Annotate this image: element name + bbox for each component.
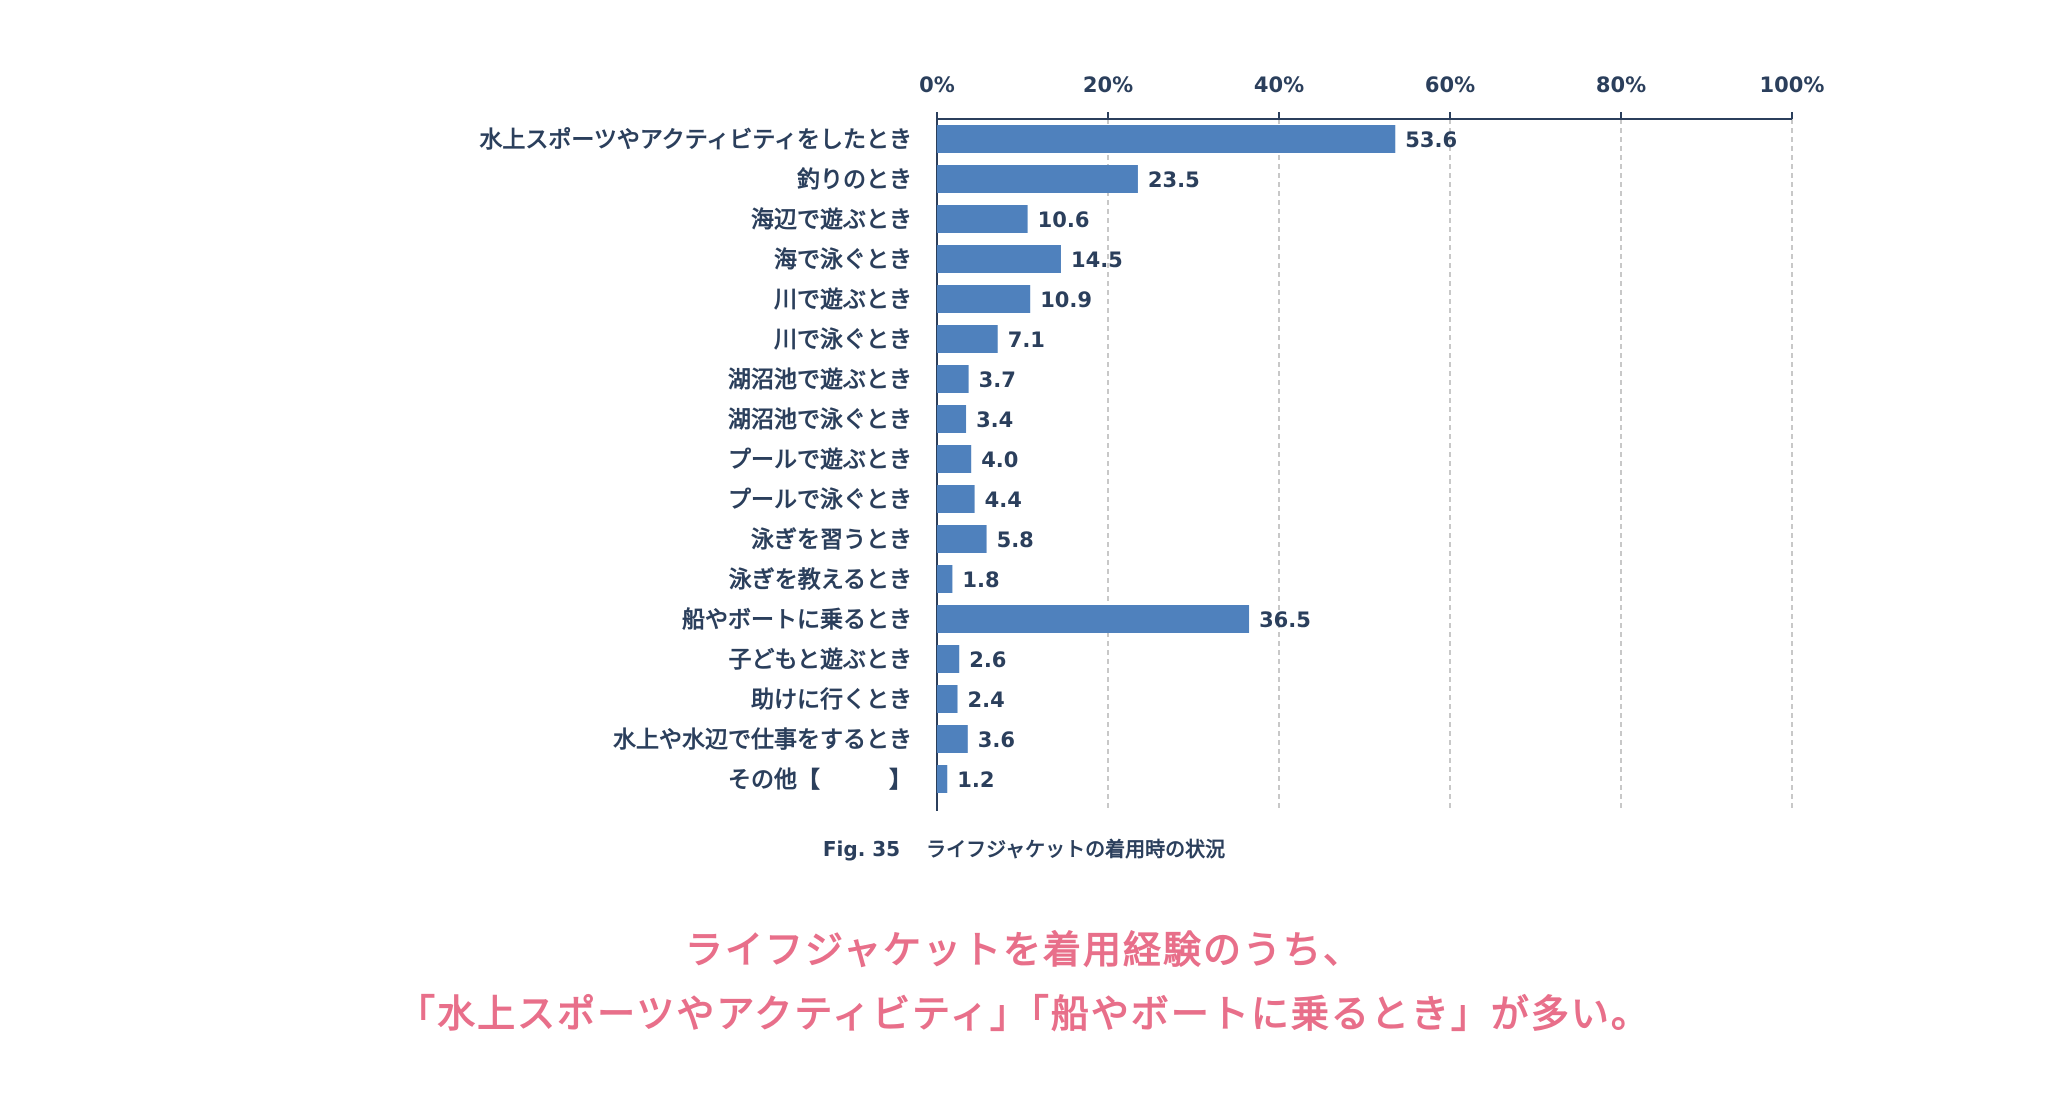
x-tick-label: 80%	[1596, 73, 1646, 97]
category-label: 子どもと遊ぶとき	[728, 646, 912, 673]
value-label: 2.6	[969, 648, 1006, 672]
bar	[937, 245, 1061, 273]
bar	[937, 325, 998, 353]
bars	[937, 125, 1396, 793]
value-label: 5.8	[997, 528, 1034, 552]
value-label: 1.2	[957, 768, 994, 792]
category-label: 湖沼池で遊ぶとき	[728, 366, 912, 393]
value-label: 3.7	[979, 368, 1016, 392]
value-label: 3.4	[976, 408, 1013, 432]
value-label: 10.6	[1038, 208, 1090, 232]
category-label: 助けに行くとき	[751, 686, 912, 713]
value-label: 4.0	[981, 448, 1018, 472]
category-label: 水上スポーツやアクティビティをしたとき	[479, 126, 912, 153]
grid-lines	[1107, 119, 1793, 811]
category-label: 川で遊ぶとき	[774, 286, 912, 313]
category-label: 海辺で遊ぶとき	[751, 206, 912, 233]
value-labels: 53.6 23.5 10.6 14.5 10.9 7.1 3.7 3.4 4.0 4.4 5.8 1.…	[957, 128, 1457, 792]
headline-line-1: ライフジャケットを着用経験のうち、	[684, 928, 1364, 972]
category-label: 湖沼池で泳ぐとき	[728, 407, 912, 433]
bar	[937, 765, 948, 793]
figure-caption: Fig. 35 ライフジャケットの着用時の状況	[0, 833, 2048, 862]
bar	[937, 685, 958, 713]
category-label: 釣りのとき	[797, 166, 912, 193]
bar	[937, 285, 1031, 313]
bar	[937, 485, 975, 513]
bar	[937, 405, 967, 433]
value-label: 3.6	[978, 728, 1015, 752]
bar	[937, 565, 953, 593]
category-labels: 水上スポーツやアクティビティをしたとき釣りのとき海辺で遊ぶとき海で泳ぐとき川で遊…	[479, 126, 912, 793]
value-label: 7.1	[1008, 328, 1045, 352]
category-label: 川で泳ぐとき	[774, 327, 912, 353]
value-label: 4.4	[985, 488, 1022, 512]
x-tick-label: 20%	[1083, 73, 1133, 97]
bar	[937, 525, 987, 553]
category-label: その他【 】	[728, 767, 912, 793]
category-label: 水上や水辺で仕事をするとき	[613, 726, 912, 753]
bar	[937, 445, 972, 473]
category-label: 海で泳ぐとき	[774, 246, 912, 273]
figure-title: ライフジャケットの着用時の状況	[926, 837, 1226, 861]
bar	[937, 205, 1028, 233]
bar-chart: 0% 20% 40% 60% 80% 100% 水上スポーツやアクティビティをしたとき釣り…	[479, 73, 1825, 811]
value-label: 10.9	[1040, 288, 1092, 312]
value-label: 23.5	[1148, 168, 1200, 192]
headline: ライフジャケットを着用経験のうち、 「水上スポーツやアクティビティ」「船やボート…	[0, 918, 2048, 1046]
value-label: 53.6	[1405, 128, 1457, 152]
bar	[937, 645, 960, 673]
value-label: 2.4	[968, 688, 1005, 712]
category-label: プールで遊ぶとき	[728, 446, 912, 473]
category-label: 泳ぎを習うとき	[751, 526, 912, 553]
bar	[937, 605, 1250, 633]
x-tick-label: 60%	[1425, 73, 1475, 97]
headline-line-2: 「水上スポーツやアクティビティ」「船やボートに乗るとき」が多い。	[397, 992, 1651, 1036]
value-label: 14.5	[1071, 248, 1123, 272]
x-tick-label: 100%	[1760, 73, 1825, 97]
x-tick-label: 0%	[919, 73, 955, 97]
category-label: プールで泳ぐとき	[728, 487, 912, 513]
bar	[937, 125, 1396, 153]
figure-number: Fig. 35	[822, 837, 901, 861]
category-label: 泳ぎを教えるとき	[729, 566, 912, 593]
x-tick-label: 40%	[1254, 73, 1304, 97]
value-label: 1.8	[962, 568, 999, 592]
value-label: 36.5	[1259, 608, 1311, 632]
bar	[937, 365, 969, 393]
bar	[937, 165, 1138, 193]
bar	[937, 725, 968, 753]
category-label: 船やボートに乗るとき	[682, 606, 912, 633]
